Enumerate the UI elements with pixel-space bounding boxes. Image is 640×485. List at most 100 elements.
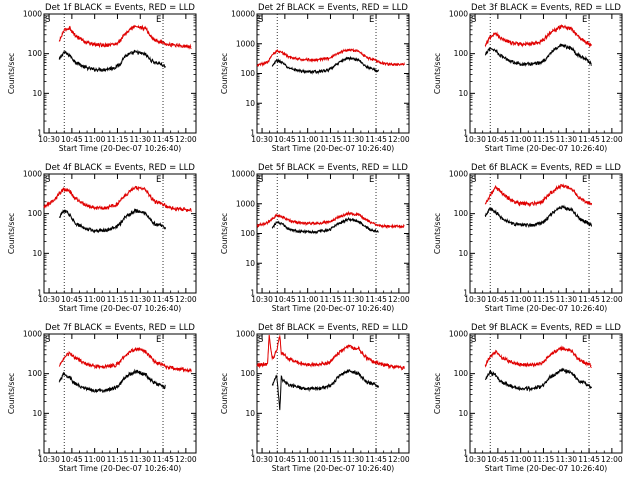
x-tick-label: 10:45 xyxy=(274,295,296,304)
y-tick-label: 1000 xyxy=(23,170,42,179)
y-axis-label: Counts/sec xyxy=(220,373,229,414)
y-tick-label: 10 xyxy=(458,249,468,258)
end-marker-label: E xyxy=(156,335,161,345)
plot-frame xyxy=(469,173,623,294)
x-tick-label: 11:15 xyxy=(533,455,555,464)
series-events-trend xyxy=(271,370,379,411)
panel-det-2f: Det 2f BLACK = Events, RED = LLD 1 10 100 10… xyxy=(213,0,426,160)
x-tick-label: 11:00 xyxy=(510,295,532,304)
y-tick-label: 1 xyxy=(463,129,468,138)
y-tick-label: 1 xyxy=(37,449,42,458)
series-events-line xyxy=(271,369,380,410)
y-tick-label: 1 xyxy=(463,289,468,298)
chart-svg: Det 5f BLACK = Events, RED = LLD 1 10 100 10… xyxy=(220,163,410,313)
x-axis-label: Start Time (20-Dec-07 10:26:40) xyxy=(59,464,181,473)
series-events-line xyxy=(58,49,166,73)
panel-det-6f: Det 6f BLACK = Events, RED = LLD 1 10 100 10… xyxy=(426,160,639,320)
start-marker-label: S xyxy=(471,175,476,185)
panel-det-9f: Det 9f BLACK = Events, RED = LLD 1 10 100 10… xyxy=(426,320,639,480)
x-tick-label: 11:15 xyxy=(533,135,555,144)
plot-frame xyxy=(43,333,197,454)
end-marker-label: E xyxy=(369,15,374,25)
x-tick-label: 11:45 xyxy=(578,455,600,464)
x-tick-label: 11:30 xyxy=(342,135,364,144)
end-marker-label: E xyxy=(582,335,587,345)
y-axis-label: Counts/sec xyxy=(7,53,16,94)
y-axis-label: Counts/sec xyxy=(220,213,229,254)
x-tick-label: 11:45 xyxy=(365,135,387,144)
x-tick-label: 12:00 xyxy=(388,135,410,144)
chart-title: Det 9f BLACK = Events, RED = LLD xyxy=(471,323,621,333)
panel-det-5f: Det 5f BLACK = Events, RED = LLD 1 10 100 10… xyxy=(213,160,426,320)
chart-svg: Det 8f BLACK = Events, RED = LLD 1 10 100 10… xyxy=(220,323,410,473)
y-tick-label: 100 xyxy=(28,49,43,58)
start-marker-label: S xyxy=(471,15,476,25)
series-lld-line xyxy=(484,23,592,48)
chart-svg: Det 9f BLACK = Events, RED = LLD 1 10 100 10… xyxy=(433,323,623,473)
x-tick-label: 11:45 xyxy=(365,295,387,304)
end-marker-label: E xyxy=(369,175,374,185)
y-tick-label: 100 xyxy=(28,369,43,378)
series-events-trend xyxy=(484,369,592,390)
series-events-trend xyxy=(58,370,166,391)
chart-title: Det 2f BLACK = Events, RED = LLD xyxy=(258,3,408,13)
y-axis-label: Counts/sec xyxy=(433,53,442,94)
end-marker-label: E xyxy=(369,335,374,345)
series-lld-line xyxy=(58,24,192,50)
x-axis-label: Start Time (20-Dec-07 10:26:40) xyxy=(272,304,394,313)
panel-det-1f: Det 1f BLACK = Events, RED = LLD 1 10 100 10… xyxy=(0,0,213,160)
series-events-trend xyxy=(271,218,379,233)
x-tick-label: 11:45 xyxy=(578,295,600,304)
y-tick-label: 1 xyxy=(463,449,468,458)
panel-det-7f: Det 7f BLACK = Events, RED = LLD 1 10 100 10… xyxy=(0,320,213,480)
series-events-trend xyxy=(58,51,166,70)
y-tick-label: 10000 xyxy=(231,10,255,19)
y-tick-label: 1000 xyxy=(449,170,468,179)
series-events-trend xyxy=(484,45,592,65)
y-tick-label: 100 xyxy=(454,369,469,378)
start-marker-label: S xyxy=(45,175,50,185)
y-tick-label: 1 xyxy=(37,289,42,298)
chart-svg: Det 4f BLACK = Events, RED = LLD 1 10 100 10… xyxy=(7,163,197,313)
x-tick-label: 11:15 xyxy=(320,455,342,464)
series-lld-trend xyxy=(484,347,592,367)
end-marker-label: E xyxy=(582,175,587,185)
x-tick-label: 11:30 xyxy=(342,295,364,304)
x-tick-label: 11:15 xyxy=(107,455,129,464)
series-lld-trend xyxy=(484,185,592,205)
plot-frame xyxy=(256,173,410,294)
chart-svg: Det 6f BLACK = Events, RED = LLD 1 10 100 10… xyxy=(433,163,623,313)
y-tick-label: 1000 xyxy=(449,10,468,19)
x-tick-label: 10:45 xyxy=(274,135,296,144)
start-marker-label: S xyxy=(471,335,476,345)
y-tick-label: 100 xyxy=(454,209,469,218)
x-tick-label: 10:45 xyxy=(274,455,296,464)
x-tick-label: 10:30 xyxy=(38,135,60,144)
x-tick-label: 12:00 xyxy=(601,455,623,464)
y-tick-label: 10 xyxy=(32,409,42,418)
x-tick-label: 11:00 xyxy=(297,295,319,304)
panel-det-4f: Det 4f BLACK = Events, RED = LLD 1 10 100 10… xyxy=(0,160,213,320)
y-tick-label: 10 xyxy=(245,99,255,108)
x-tick-label: 11:00 xyxy=(510,135,532,144)
y-tick-label: 100 xyxy=(241,229,256,238)
x-tick-label: 11:15 xyxy=(320,135,342,144)
x-tick-label: 10:30 xyxy=(251,295,273,304)
x-tick-label: 10:45 xyxy=(487,295,509,304)
x-tick-label: 12:00 xyxy=(175,455,197,464)
x-tick-label: 10:30 xyxy=(38,295,60,304)
x-tick-label: 10:45 xyxy=(487,135,509,144)
series-events-line xyxy=(58,207,167,234)
y-tick-label: 1000 xyxy=(236,39,255,48)
x-tick-label: 12:00 xyxy=(601,295,623,304)
y-tick-label: 1000 xyxy=(23,330,42,339)
y-tick-label: 10 xyxy=(245,259,255,268)
x-tick-label: 11:30 xyxy=(555,295,577,304)
chart-title: Det 5f BLACK = Events, RED = LLD xyxy=(258,163,408,173)
start-marker-label: S xyxy=(45,15,50,25)
series-events-trend xyxy=(58,209,166,231)
end-marker-label: E xyxy=(156,175,161,185)
chart-title: Det 7f BLACK = Events, RED = LLD xyxy=(45,323,195,333)
plot-frame xyxy=(256,13,410,134)
y-tick-label: 100 xyxy=(28,209,43,218)
